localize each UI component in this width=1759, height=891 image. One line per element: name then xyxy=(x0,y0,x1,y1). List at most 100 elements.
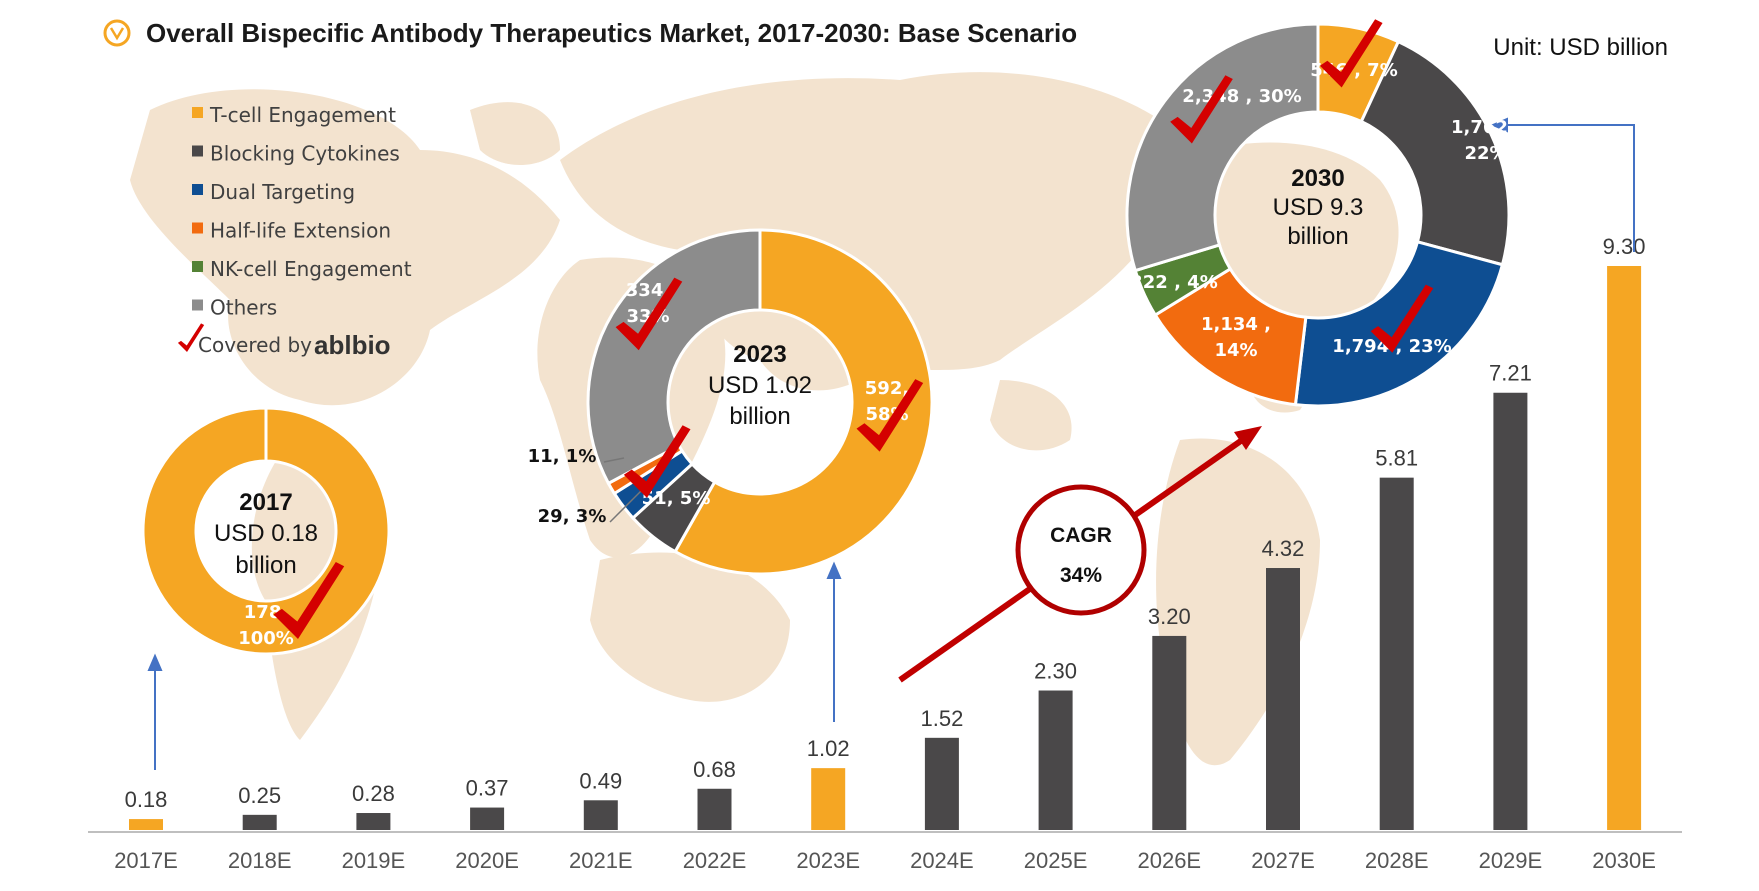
check-icon xyxy=(615,277,683,351)
x-tick-label: 2029E xyxy=(1479,848,1543,873)
bar-value-label: 1.02 xyxy=(807,736,850,761)
bar-value-label: 0.37 xyxy=(466,776,509,801)
x-tick-label: 2018E xyxy=(228,848,292,873)
bar-value-label: 1.52 xyxy=(920,706,963,731)
bar-2029E xyxy=(1493,392,1528,830)
cagr-circle xyxy=(1015,484,1147,616)
slice-dual-targeting xyxy=(1293,239,1505,408)
bar-2023E xyxy=(811,768,846,830)
bar-value-label: 3.20 xyxy=(1148,604,1191,629)
donut-center-year: 2030 xyxy=(1291,165,1344,192)
cagr-value: 34% xyxy=(1060,564,1102,587)
donut-center-year: 2023 xyxy=(733,341,786,368)
bar-2024E xyxy=(924,737,959,830)
bar-value-label: 4.32 xyxy=(1262,536,1305,561)
slice-label: 2,348 , 30% xyxy=(1182,86,1301,107)
slice-label: 22% xyxy=(1464,143,1507,164)
arrow-2017-head xyxy=(147,653,163,671)
chart-title: Overall Bispecific Antibody Therapeutics… xyxy=(146,18,1077,48)
donut-center-total: billion xyxy=(1287,223,1348,250)
covered-by-label: Covered by xyxy=(198,333,312,357)
check-icon xyxy=(1170,75,1233,144)
bar-2028E xyxy=(1379,477,1414,830)
x-tick-label: 2027E xyxy=(1251,848,1315,873)
cagr-label: CAGR xyxy=(1050,524,1112,547)
bar-2022E xyxy=(697,788,732,830)
legend-item-label: Blocking Cytokines xyxy=(210,142,400,166)
slice-label: 1,134 , xyxy=(1201,314,1271,335)
slice-t-cell-engagement xyxy=(673,228,934,576)
check-icon xyxy=(1319,19,1383,88)
legend-item-label: Dual Targeting xyxy=(210,180,355,204)
legend-swatch xyxy=(192,299,203,311)
bar-2017E xyxy=(129,819,163,830)
cagr-badge: CAGR 34% xyxy=(1015,484,1147,616)
blue-arrows xyxy=(147,117,1635,770)
donut-center-total: billion xyxy=(729,403,790,430)
x-tick-label: 2021E xyxy=(569,848,633,873)
check-icon xyxy=(273,562,345,639)
slice-label: 592, xyxy=(865,378,909,399)
bar-value-label: 0.49 xyxy=(579,768,622,793)
brand-icon-mark xyxy=(109,27,125,41)
slice-blocking-cytokines xyxy=(1359,39,1511,267)
arrow-2030-head xyxy=(1490,117,1508,133)
legend-swatch xyxy=(192,107,203,118)
donut-center-total: USD 9.3 xyxy=(1273,194,1364,221)
x-tick-label: 2024E xyxy=(910,848,974,873)
slice-label: 334, xyxy=(626,280,670,301)
arrow-2023-head xyxy=(826,561,842,579)
legend-swatch xyxy=(192,222,203,234)
x-tick-label: 2020E xyxy=(455,848,519,873)
unit-label: Unit: USD billion xyxy=(1493,34,1668,61)
legend: T-cell Engagement Blocking Cytokines Dual … xyxy=(177,103,412,360)
ablbio-logo: ablbio xyxy=(314,330,391,360)
bar-2020E xyxy=(470,807,505,830)
bar-2019E xyxy=(356,813,391,830)
slice-label: 1,762 , xyxy=(1451,117,1521,138)
slice-label: 100% xyxy=(238,628,294,649)
check-icon xyxy=(623,425,691,498)
donut-center-total: billion xyxy=(235,552,296,579)
check-icon xyxy=(177,323,205,352)
bar-2030E xyxy=(1607,266,1642,830)
slice-others xyxy=(586,228,762,486)
x-tick-label: 2030E xyxy=(1592,848,1656,873)
x-tick-label: 2019E xyxy=(342,848,406,873)
bar-2026E xyxy=(1152,635,1187,830)
bar-value-label: 0.18 xyxy=(125,787,168,812)
bar-2025E xyxy=(1038,690,1073,830)
legend-swatch xyxy=(192,184,203,195)
slice-label: 51, 5% xyxy=(642,488,711,509)
check-icon xyxy=(856,379,924,452)
x-tick-label: 2023E xyxy=(796,848,860,873)
leader-line xyxy=(603,457,625,463)
slice-label: 322 , 4% xyxy=(1130,272,1218,293)
x-tick-label: 2022E xyxy=(683,848,747,873)
bar-series: 0.18 2017E 0.25 2018E 0.28 2019E 0.37 2020E 0.49… xyxy=(114,234,1656,873)
title-block: Overall Bispecific Antibody Therapeutics… xyxy=(103,18,1077,48)
x-tick-label: 2025E xyxy=(1024,848,1088,873)
x-tick-label: 2026E xyxy=(1137,848,1201,873)
legend-swatch xyxy=(192,145,203,157)
legend-swatch xyxy=(192,261,203,272)
x-tick-label: 2017E xyxy=(114,848,178,873)
bar-2018E xyxy=(242,814,277,830)
bar-value-label: 0.28 xyxy=(352,781,395,806)
check-icon xyxy=(1370,284,1434,353)
slice-label: 11, 1% xyxy=(528,446,597,467)
legend-item-label: Others xyxy=(210,296,277,320)
slice-others xyxy=(1125,22,1320,273)
bar-value-label: 2.30 xyxy=(1034,659,1077,684)
cagr-arrow-head xyxy=(1234,426,1262,450)
x-tick-label: 2028E xyxy=(1365,848,1429,873)
bar-value-label: 0.25 xyxy=(238,783,281,808)
bar-value-label: 5.81 xyxy=(1375,446,1418,471)
slice-label: 14% xyxy=(1214,340,1257,361)
donut-center-year: 2017 xyxy=(239,489,292,516)
